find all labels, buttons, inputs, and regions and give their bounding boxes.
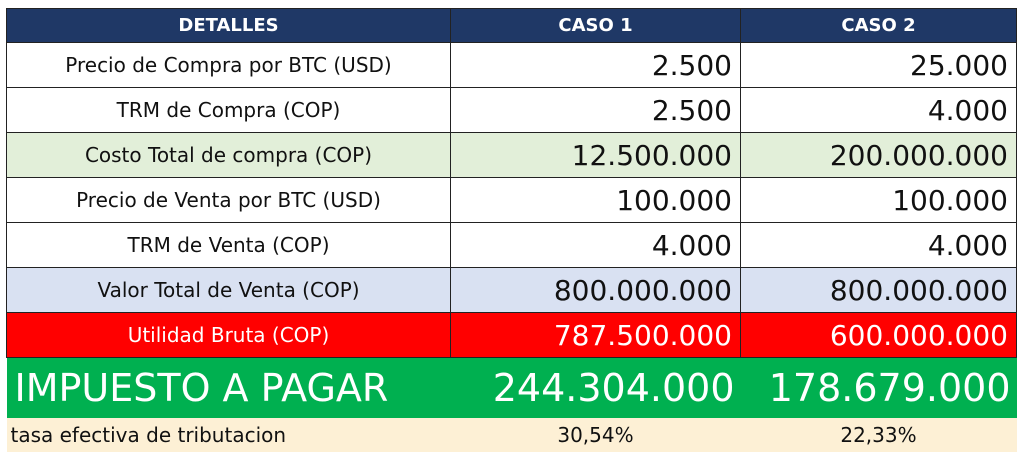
caso-2-value: 800.000.000 [740,267,1017,313]
tax-label: IMPUESTO A PAGAR [6,357,451,418]
row-label: TRM de Compra (COP) [6,87,451,133]
caso-1-value: 100.000 [450,177,741,223]
header-detalles: DETALLES [6,8,451,43]
header-caso-2: CASO 2 [740,8,1017,43]
row-label: Valor Total de Venta (COP) [6,267,451,313]
header-row: DETALLES CASO 1 CASO 2 [6,8,1017,43]
row-tasa-efectiva: tasa efectiva de tributacion 30,54% 22,3… [6,418,1017,452]
tax-caso-2-value: 178.679.000 [740,357,1017,418]
tax-caso-1-value: 244.304.000 [450,357,741,418]
rate-caso-2-value: 22,33% [740,418,1017,452]
row-label: Utilidad Bruta (COP) [6,312,451,358]
row-trm-venta: TRM de Venta (COP) 4.000 4.000 [6,222,1017,268]
caso-1-value: 12.500.000 [450,132,741,178]
caso-2-value: 200.000.000 [740,132,1017,178]
rate-label: tasa efectiva de tributacion [6,418,451,452]
row-label: Precio de Compra por BTC (USD) [6,42,451,88]
row-impuesto-a-pagar: IMPUESTO A PAGAR 244.304.000 178.679.000 [6,357,1017,418]
row-label: Precio de Venta por BTC (USD) [6,177,451,223]
caso-1-value: 787.500.000 [450,312,741,358]
row-trm-compra: TRM de Compra (COP) 2.500 4.000 [6,87,1017,133]
row-utilidad-bruta: Utilidad Bruta (COP) 787.500.000 600.000… [6,312,1017,358]
tax-comparison-table: DETALLES CASO 1 CASO 2 Precio de Compra … [6,8,1017,452]
rate-caso-1-value: 30,54% [450,418,741,452]
caso-2-value: 600.000.000 [740,312,1017,358]
row-costo-total-compra: Costo Total de compra (COP) 12.500.000 2… [6,132,1017,178]
row-label: Costo Total de compra (COP) [6,132,451,178]
caso-1-value: 2.500 [450,87,741,133]
row-precio-venta: Precio de Venta por BTC (USD) 100.000 10… [6,177,1017,223]
caso-2-value: 4.000 [740,222,1017,268]
row-precio-compra: Precio de Compra por BTC (USD) 2.500 25.… [6,42,1017,88]
caso-1-value: 2.500 [450,42,741,88]
caso-1-value: 4.000 [450,222,741,268]
caso-2-value: 25.000 [740,42,1017,88]
header-caso-1: CASO 1 [450,8,741,43]
caso-1-value: 800.000.000 [450,267,741,313]
row-valor-total-venta: Valor Total de Venta (COP) 800.000.000 8… [6,267,1017,313]
row-label: TRM de Venta (COP) [6,222,451,268]
caso-2-value: 4.000 [740,87,1017,133]
caso-2-value: 100.000 [740,177,1017,223]
